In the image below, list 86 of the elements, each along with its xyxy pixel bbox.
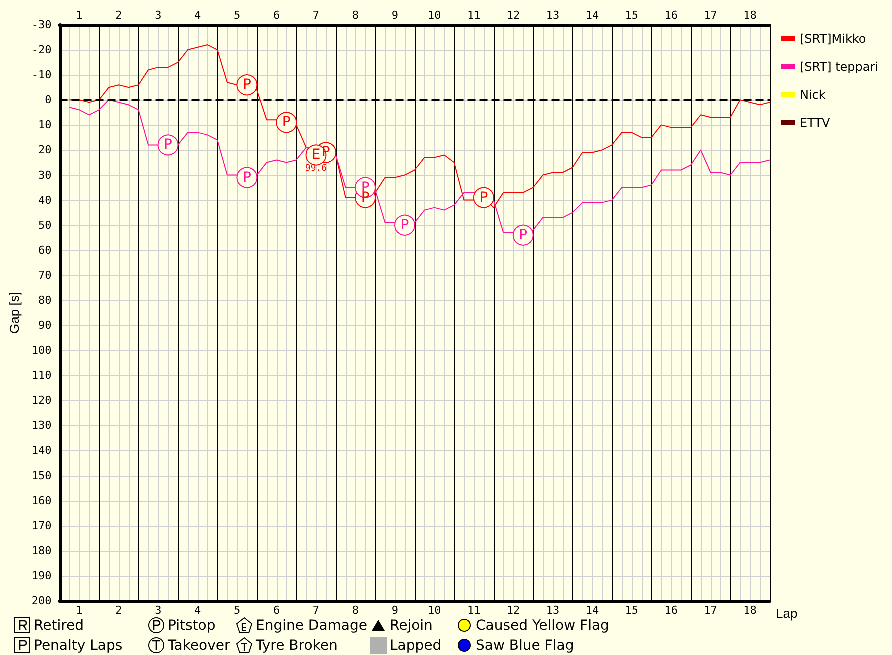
text: Rejoin <box>390 618 433 634</box>
legend-label: [SRT] teppari <box>800 60 879 74</box>
x2-tick-label: 7 <box>312 9 320 22</box>
x2-tick-label: 15 <box>625 9 639 22</box>
x-tick-label: 16 <box>664 604 678 617</box>
y-tick-label: 30 <box>38 168 52 182</box>
y-tick-label: 0 <box>45 94 52 107</box>
text: Caused Yellow Flag <box>476 618 610 634</box>
annotation: P <box>480 190 488 206</box>
y-tick-label: -20 <box>32 44 52 57</box>
y-tick-label: 160 <box>32 494 52 508</box>
y-tick-label: 100 <box>32 344 52 358</box>
x-tick-label: 11 <box>467 604 481 617</box>
x-tick-label: 2 <box>116 604 122 617</box>
annotation: P <box>519 227 528 244</box>
x-tick-label: 12 <box>506 604 520 617</box>
x-tick-label: 17 <box>704 604 718 617</box>
x-tick-label: 15 <box>625 604 639 617</box>
x2-tick-label: 14 <box>586 9 600 22</box>
x-tick-label: 6 <box>273 604 280 617</box>
text: Engine Damage <box>256 618 368 634</box>
annotation: P <box>242 77 252 94</box>
annotation: 99.6 <box>305 164 328 174</box>
y-tick-label: 70 <box>38 268 52 282</box>
x2-tick-label: 17 <box>704 9 718 22</box>
legend-label: ETTV <box>800 116 832 130</box>
legend-label: Nick <box>800 88 826 102</box>
y-tick-label: 80 <box>38 294 52 307</box>
y-tick-label: 190 <box>32 569 52 582</box>
x-tick-label: 18 <box>744 604 757 617</box>
y-tick-label: 50 <box>38 218 52 232</box>
y-tick-label: 60 <box>38 244 52 257</box>
x-tick-label: 4 <box>194 604 202 617</box>
text: Retired <box>34 618 84 634</box>
y-tick-label: 40 <box>38 194 52 207</box>
x2-tick-label: 10 <box>428 9 442 22</box>
annotation: P <box>400 217 410 234</box>
x-tick-label: 13 <box>546 604 560 617</box>
y-tick-label: 170 <box>32 519 52 532</box>
y-tick-label: 200 <box>32 594 52 608</box>
y-tick-label: 140 <box>32 444 52 458</box>
line-series <box>69 44 770 208</box>
x-tick-label: 8 <box>352 604 360 617</box>
x2-tick-label: 16 <box>664 9 678 22</box>
x2-tick-label: 2 <box>116 9 122 22</box>
x2-tick-label: 1 <box>76 9 83 22</box>
annotation: E <box>312 147 321 164</box>
text: Lapped <box>390 638 442 654</box>
x2-tick-label: 12 <box>506 9 520 22</box>
x-tick-label: 1 <box>76 604 83 617</box>
x-tick-label: 7 <box>312 604 320 617</box>
text: Penalty Laps <box>34 638 123 654</box>
x2-tick-label: 3 <box>155 9 162 22</box>
x2-tick-label: 9 <box>392 9 398 22</box>
x-axis-title: Lap <box>776 606 798 621</box>
y-tick-label: 90 <box>38 319 52 332</box>
x-tick-label: 9 <box>392 604 398 617</box>
legend-label: [SRT]Mikko <box>800 32 866 46</box>
y-tick-label: -10 <box>32 68 52 82</box>
y-tick-label: 180 <box>32 544 52 558</box>
x2-tick-label: 4 <box>194 9 202 22</box>
y-tick-label: 120 <box>32 394 52 408</box>
x2-tick-label: 6 <box>273 9 280 22</box>
text: Tyre Broken <box>256 638 338 654</box>
x2-tick-label: 13 <box>546 9 560 22</box>
y-tick-label: 10 <box>38 118 52 132</box>
x2-tick-label: 5 <box>234 9 241 22</box>
x-tick-label: 3 <box>155 604 162 617</box>
annotation: P <box>242 170 252 186</box>
y-tick-label: 130 <box>32 419 52 432</box>
x2-tick-label: 18 <box>744 9 757 22</box>
y-tick-label: -30 <box>32 18 52 32</box>
y-tick-label: 20 <box>38 144 52 157</box>
y-axis-title: Gap [s] <box>7 292 22 334</box>
annotation: P <box>282 114 291 131</box>
x-tick-label: 5 <box>234 604 241 617</box>
annotation: P <box>164 137 172 154</box>
x-tick-label: 10 <box>428 604 442 617</box>
text: Saw Blue Flag <box>476 638 574 654</box>
x-tick-label: 14 <box>586 604 600 617</box>
x2-tick-label: 11 <box>467 9 481 22</box>
x2-tick-label: 8 <box>352 9 360 22</box>
text: Pitstop <box>168 618 216 634</box>
y-tick-label: 110 <box>32 369 52 382</box>
y-tick-label: 150 <box>32 469 52 482</box>
text: Takeover <box>168 638 230 654</box>
